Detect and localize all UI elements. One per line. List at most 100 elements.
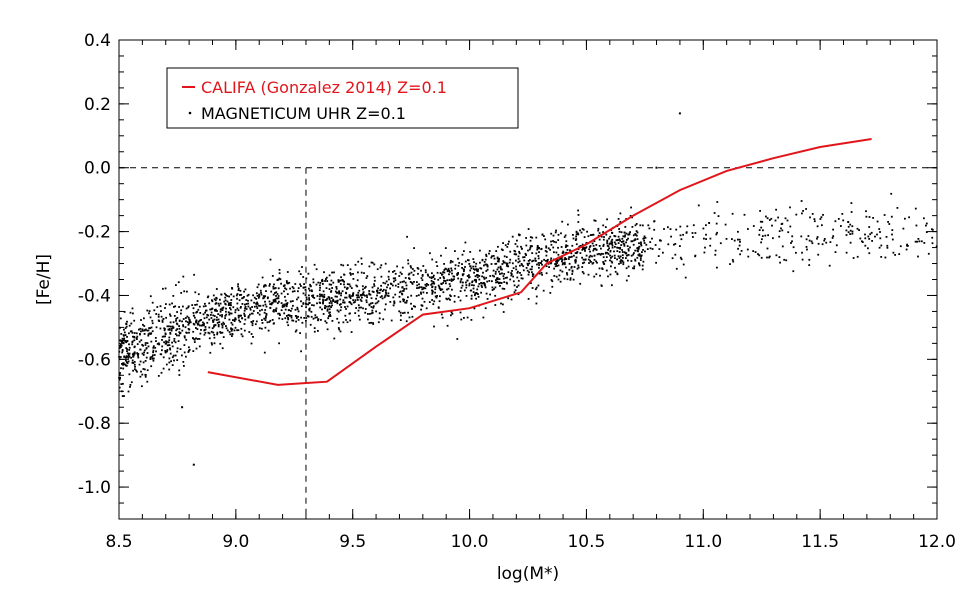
magneticum-point — [281, 306, 284, 308]
magneticum-point — [237, 283, 239, 286]
magneticum-point — [801, 251, 803, 254]
magneticum-point — [377, 300, 380, 303]
magneticum-point — [611, 244, 614, 247]
magneticum-point — [148, 327, 150, 329]
magneticum-point — [429, 252, 431, 255]
magneticum-point — [559, 258, 561, 260]
magneticum-point — [241, 297, 243, 300]
magneticum-point — [516, 245, 519, 248]
magneticum-point — [327, 305, 330, 308]
magneticum-point — [331, 320, 334, 322]
magneticum-point — [513, 291, 516, 294]
magneticum-point — [805, 246, 808, 248]
magneticum-point — [891, 233, 893, 236]
magneticum-point — [140, 370, 142, 373]
magneticum-point — [553, 251, 555, 254]
magneticum-point — [269, 319, 272, 322]
magneticum-point — [541, 273, 543, 276]
magneticum-point — [362, 288, 364, 291]
magneticum-point — [175, 318, 178, 320]
magneticum-point — [488, 252, 490, 255]
magneticum-point — [120, 344, 123, 347]
magneticum-point — [308, 294, 310, 297]
magneticum-point — [856, 227, 859, 230]
magneticum-point — [324, 320, 327, 323]
magneticum-point — [176, 334, 178, 337]
magneticum-point — [236, 297, 238, 300]
magneticum-point — [545, 254, 548, 257]
magneticum-point — [171, 345, 174, 348]
magneticum-point — [565, 251, 567, 254]
magneticum-point — [237, 285, 239, 288]
magneticum-point — [614, 243, 617, 245]
magneticum-point — [411, 283, 414, 285]
magneticum-point — [486, 280, 489, 283]
magneticum-point — [421, 279, 424, 281]
magneticum-point — [705, 224, 707, 227]
magneticum-point — [529, 246, 532, 249]
magneticum-point — [211, 327, 214, 330]
magneticum-point — [323, 271, 325, 274]
magneticum-point — [176, 316, 179, 319]
magneticum-point — [484, 307, 487, 310]
magneticum-point — [287, 309, 290, 312]
magneticum-point — [521, 264, 523, 266]
magneticum-point — [405, 320, 408, 323]
magneticum-point — [620, 262, 622, 264]
magneticum-point — [823, 239, 826, 242]
magneticum-point — [876, 233, 878, 236]
magneticum-point — [623, 244, 626, 247]
magneticum-point — [328, 311, 331, 314]
magneticum-point — [167, 341, 170, 344]
magneticum-point — [784, 217, 787, 220]
magneticum-point — [215, 308, 217, 311]
magneticum-point — [328, 298, 331, 301]
magneticum-point — [197, 320, 200, 323]
magneticum-point — [891, 229, 894, 231]
magneticum-point — [494, 294, 497, 297]
magneticum-point — [225, 325, 227, 327]
magneticum-point — [591, 255, 593, 258]
magneticum-point — [178, 319, 181, 322]
magneticum-point — [128, 355, 131, 358]
magneticum-point — [322, 300, 325, 303]
magneticum-point — [331, 304, 333, 307]
magneticum-point — [766, 247, 769, 250]
magneticum-point — [602, 243, 605, 246]
magneticum-point — [589, 254, 592, 257]
magneticum-point — [691, 232, 694, 234]
magneticum-point — [567, 223, 569, 226]
magneticum-point — [518, 250, 520, 253]
magneticum-point — [132, 335, 134, 338]
magneticum-point — [567, 258, 570, 260]
magneticum-point — [151, 355, 154, 358]
magneticum-point — [168, 357, 171, 360]
magneticum-point — [309, 323, 312, 326]
magneticum-point — [130, 381, 133, 384]
magneticum-point — [242, 296, 245, 299]
califa-line — [207, 138, 872, 386]
magneticum-point — [456, 272, 459, 275]
magneticum-point — [389, 282, 392, 285]
magneticum-point — [497, 259, 500, 262]
magneticum-point — [280, 309, 283, 312]
magneticum-point — [498, 278, 501, 280]
magneticum-point — [340, 276, 342, 279]
magneticum-point — [506, 276, 508, 279]
magneticum-point — [126, 361, 128, 364]
magneticum-point — [157, 342, 160, 345]
magneticum-point — [564, 257, 566, 259]
magneticum-point — [485, 270, 488, 272]
magneticum-point — [449, 294, 451, 297]
magneticum-point — [385, 292, 387, 295]
magneticum-point — [512, 280, 515, 283]
magneticum-point — [252, 310, 255, 312]
magneticum-point — [497, 266, 500, 269]
magneticum-point — [918, 240, 921, 243]
magneticum-point — [183, 365, 185, 367]
magneticum-point — [125, 364, 127, 367]
magneticum-point — [264, 300, 266, 303]
magneticum-point — [892, 251, 895, 254]
magneticum-point — [653, 220, 655, 223]
magneticum-point — [608, 237, 610, 240]
